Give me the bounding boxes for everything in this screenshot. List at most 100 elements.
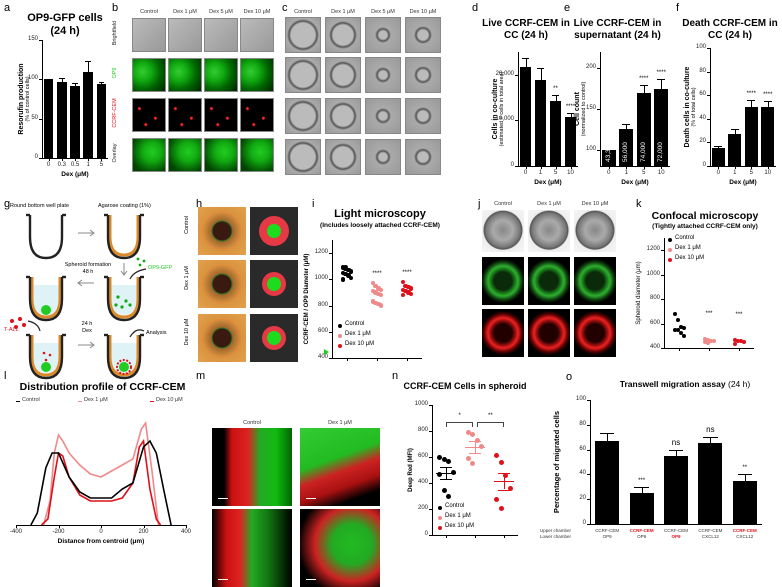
- green-confocal-spheroid: [482, 257, 524, 305]
- step-label: Agarose coating (1%): [98, 203, 151, 209]
- y-axis-subtitle: (estimated # cells in total area): [499, 71, 505, 147]
- data-point: [370, 288, 375, 294]
- x-tick-label: 200: [138, 529, 149, 535]
- micrograph-tile: [132, 18, 166, 52]
- data-point: [400, 279, 405, 285]
- y-tick-label: 40: [699, 114, 706, 121]
- chart-a: 0 50 100 150 0 0.3 0.5 1 5 Dex (μM) Resorufin prod…: [0, 36, 112, 200]
- error-cap: [703, 437, 718, 439]
- cell-micrograph-tile: [325, 17, 361, 53]
- step-label: Analysis: [146, 330, 167, 336]
- step-label: Dex: [82, 328, 92, 334]
- x-tick: [679, 348, 680, 351]
- chart-i-subtitle: (Includes loosely attached CCRF-CEM): [320, 222, 440, 229]
- bar: [728, 134, 742, 166]
- error-cap: [599, 433, 615, 435]
- y-tick: [597, 109, 600, 110]
- legend-label: Control: [445, 503, 465, 509]
- lower-chamber-value: OP9: [671, 534, 681, 539]
- x-tick: [143, 525, 145, 528]
- data-point: [498, 505, 504, 511]
- y-tick-label: 200: [417, 505, 428, 511]
- y-tick-label: 0: [424, 531, 428, 537]
- panel-label-o: o: [566, 371, 573, 383]
- y-tick: [329, 358, 332, 359]
- chart-a-title: OP9-GFP cells (24 h): [27, 12, 103, 37]
- cell-micrograph-tile: [405, 57, 441, 93]
- cell-micrograph-tile: [325, 57, 361, 93]
- upper-chamber-value: CCRF-CEM: [629, 528, 654, 533]
- y-tick: [39, 158, 42, 159]
- y-tick-label: 800: [317, 301, 328, 308]
- chart-k-title: Confocal microscopy: [651, 210, 759, 222]
- row-label: Dex 10 μM: [184, 318, 190, 346]
- green-confocal-spheroid: [528, 257, 570, 305]
- cell-micrograph-tile: [285, 17, 321, 53]
- confocal-image: [212, 428, 292, 506]
- step-label: 24 h: [81, 321, 93, 327]
- error-bar: [540, 68, 542, 81]
- data-point: [373, 300, 378, 306]
- row-label: Control: [184, 216, 190, 234]
- row-label: Brightfield: [112, 20, 118, 46]
- op9-core: [267, 331, 281, 345]
- chart-k-subtitle: (Tightly attached CCRF-CEM only): [652, 223, 758, 230]
- significance-marker: ****: [746, 90, 756, 97]
- legend-label: Control: [22, 397, 40, 403]
- cell-micrograph-tile: [325, 139, 361, 175]
- error-bar: [641, 486, 643, 493]
- spheroid-photo: [198, 260, 246, 308]
- y-tick: [587, 499, 590, 501]
- cell-micrograph-tile: [325, 98, 361, 134]
- error-bar: [570, 113, 572, 117]
- data-point: [705, 338, 710, 343]
- y-tick: [515, 74, 518, 76]
- bar: [519, 66, 532, 166]
- data-point: [711, 339, 716, 344]
- data-point: [340, 265, 345, 270]
- brightfield-spheroid: [574, 210, 616, 252]
- data-point: [370, 299, 375, 304]
- data-point: [503, 472, 509, 478]
- red-confocal-spheroid: [528, 309, 570, 357]
- x-axis-label: Dex (μM): [61, 171, 89, 178]
- y-tick-label: 100: [695, 44, 706, 50]
- data-point: [446, 493, 452, 499]
- data-point: [675, 327, 680, 332]
- y-axis: [518, 52, 519, 166]
- y-tick-label: 100: [575, 396, 586, 402]
- row-label: CCRF-CEM: [112, 98, 118, 128]
- x-tick: [626, 166, 628, 169]
- data-point: [441, 457, 447, 463]
- micrograph-tile: [168, 98, 202, 132]
- x-tick: [555, 166, 557, 169]
- upper-chamber-value: CCRF-CEM: [595, 528, 620, 533]
- bar: [698, 443, 723, 524]
- row-label: Overlay: [112, 143, 118, 163]
- y-axis: [710, 48, 711, 166]
- well-diagram: [10, 213, 147, 380]
- x-tick: [739, 348, 740, 351]
- y-tick-label: 400: [649, 344, 660, 350]
- step-label: Round bottom well plate: [10, 203, 70, 209]
- x-tick: [61, 158, 63, 161]
- data-point: [409, 286, 414, 291]
- panel-label-f: f: [676, 2, 680, 14]
- bar: [534, 80, 547, 166]
- y-tick: [661, 250, 664, 252]
- y-tick: [707, 48, 710, 49]
- y-axis-label: Cells in co-culture (estimated # cells in…: [492, 59, 505, 159]
- error-cap: [551, 94, 559, 96]
- confocal-image: [212, 509, 292, 587]
- data-point: [400, 292, 405, 298]
- y-tick-label: 80: [699, 67, 706, 74]
- error-bar: [767, 101, 769, 107]
- chart-e-title: Live CCRF-CEM in supernatant (24 h): [573, 18, 662, 41]
- error-bar: [555, 94, 557, 102]
- cell-micrograph-tile: [405, 17, 441, 53]
- y-axis-title: Cells in co-culture: [492, 78, 499, 140]
- y-axis-title: Cell count: [574, 92, 581, 126]
- significance-marker: *: [458, 412, 461, 419]
- bar: [43, 79, 54, 158]
- bar: [663, 455, 689, 524]
